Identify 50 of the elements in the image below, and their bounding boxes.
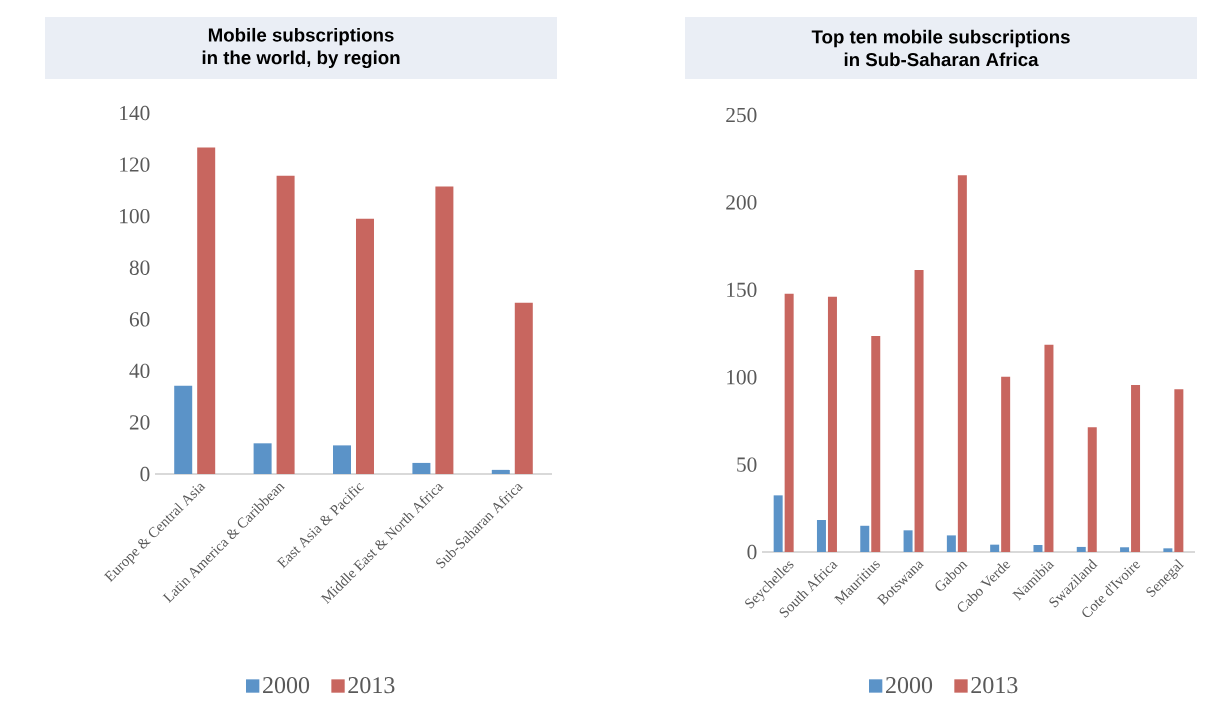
bar: [1120, 547, 1130, 552]
y-tick-label: 20: [129, 415, 150, 430]
bar: [914, 270, 924, 552]
bar: [514, 302, 533, 474]
bar: [412, 462, 431, 474]
bar: [1163, 548, 1173, 552]
bar: [871, 335, 881, 552]
chart-title: Mobile subscriptions in the world, by region: [202, 27, 400, 69]
y-tick-label: 120: [120, 157, 150, 172]
bar: [990, 544, 1000, 552]
y-tick-label: 0: [747, 544, 757, 560]
bar: [174, 385, 193, 474]
bar: [903, 530, 913, 552]
bar: [197, 147, 216, 474]
y-tick-label: 140: [120, 105, 150, 121]
bar: [1131, 384, 1141, 552]
y-tick-label: 80: [129, 260, 150, 275]
bar: [827, 296, 837, 552]
bar: [1087, 427, 1097, 552]
y-tick-label: 0: [140, 466, 150, 482]
y-tick-label: 100: [727, 370, 757, 385]
bar: [1033, 545, 1043, 552]
bar: [253, 443, 272, 474]
bar: [784, 293, 794, 552]
legend-label: 2013: [971, 677, 1018, 694]
y-tick-label: 40: [129, 363, 150, 379]
bar: [435, 186, 454, 474]
bar: [816, 520, 826, 552]
legend-label: 2013: [348, 677, 395, 694]
bar: [1076, 546, 1086, 552]
bar: [1044, 344, 1054, 552]
y-tick-label: 200: [726, 195, 757, 210]
bar: [491, 469, 510, 474]
bar: [276, 175, 295, 474]
y-tick-label: 100: [120, 208, 150, 224]
legend-label: 2000: [886, 677, 933, 694]
bar: [333, 445, 351, 474]
bar: [1174, 389, 1184, 552]
y-tick-label: 50: [737, 457, 757, 472]
bar: [355, 218, 374, 474]
chart-title: Top ten mobile subscriptions in Sub-Saharan Africa: [811, 29, 1070, 67]
bar: [957, 175, 967, 552]
bar: [860, 525, 870, 552]
bar: [946, 535, 956, 552]
bar: [773, 495, 783, 552]
y-tick-label: 250: [726, 107, 757, 123]
bar: [1001, 376, 1011, 552]
y-tick-label: 150: [727, 282, 757, 297]
legend-label: 2000: [263, 677, 310, 694]
y-tick-label: 60: [129, 312, 150, 327]
